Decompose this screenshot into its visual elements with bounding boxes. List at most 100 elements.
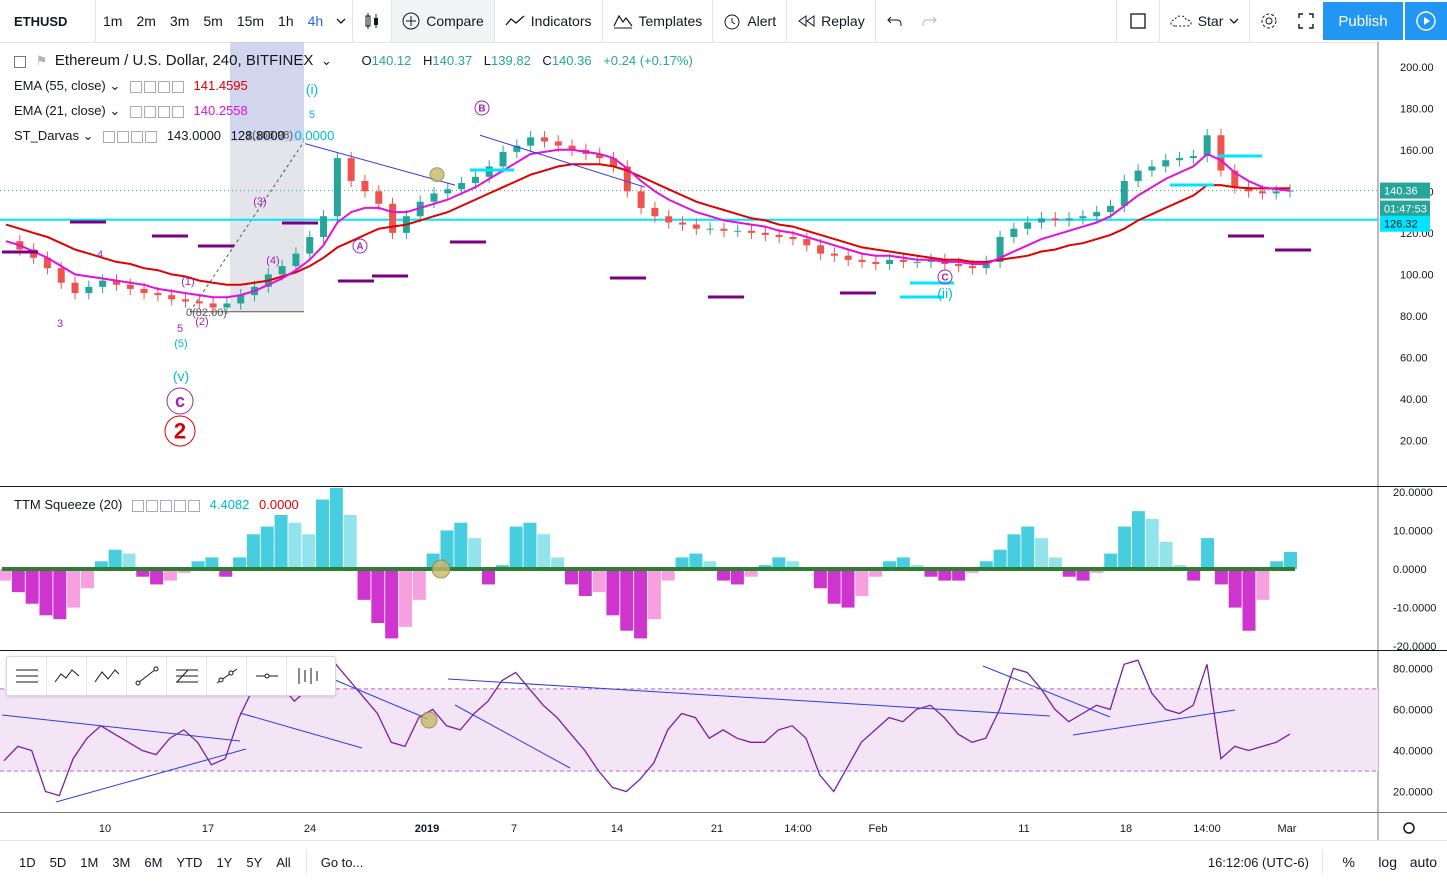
- range-5y[interactable]: 5Y: [246, 854, 263, 870]
- ttm-bar: [25, 569, 39, 604]
- ttm-bar: [827, 569, 841, 604]
- elliott-impulse-tool[interactable]: [47, 657, 87, 695]
- candle-body: [278, 266, 286, 275]
- ttm-bar: [1076, 569, 1090, 581]
- replay-button[interactable]: Replay: [787, 0, 875, 42]
- ttm-bar: [1201, 538, 1215, 569]
- last-price-badge: 140.36: [1384, 186, 1418, 198]
- timeframe-dropdown[interactable]: [330, 0, 352, 42]
- clock-display[interactable]: 16:12:06 (UTC-6): [1207, 854, 1309, 870]
- price-tick-label: 160.00: [1400, 145, 1434, 157]
- candle-body: [1162, 160, 1170, 167]
- star-button[interactable]: Star: [1160, 0, 1250, 42]
- settings-button[interactable]: [1250, 0, 1288, 42]
- candle-body: [830, 253, 838, 256]
- candle-body: [1024, 222, 1032, 229]
- ema55-value: 141.4595: [193, 78, 248, 93]
- ttm-value-b: 0.0000: [259, 497, 299, 512]
- range-6m[interactable]: 6M: [144, 854, 163, 870]
- range-1y[interactable]: 1Y: [216, 854, 233, 870]
- chevron-down-icon[interactable]: ⌄: [82, 128, 94, 143]
- ttm-bar: [592, 569, 606, 593]
- chevron-down-icon[interactable]: ⌄: [109, 78, 121, 93]
- collapse-icon[interactable]: [14, 55, 26, 68]
- ttm-bar: [744, 569, 758, 577]
- rsi-trendline: [447, 678, 1051, 717]
- range-3m[interactable]: 3M: [112, 854, 131, 870]
- candle-body: [181, 299, 189, 302]
- bars-pattern-tool[interactable]: [287, 657, 326, 695]
- high-value: 140.37: [432, 53, 473, 68]
- replay-label: Replay: [821, 13, 865, 29]
- range-1d[interactable]: 1D: [19, 854, 36, 870]
- timeframe-1h[interactable]: 1h: [278, 13, 294, 29]
- fullscreen-layout-button[interactable]: [1117, 0, 1159, 42]
- ttm-bar: [108, 549, 122, 569]
- trendline-tool[interactable]: [127, 657, 167, 695]
- chart-canvas[interactable]: 200.00180.00160.00140.00120.00100.0080.0…: [0, 42, 1447, 840]
- compare-button[interactable]: Compare: [392, 0, 494, 42]
- wave-label: 5: [177, 323, 183, 335]
- rsi-band: [0, 688, 1378, 771]
- candle-body: [1134, 170, 1142, 181]
- goto-button[interactable]: Go to...: [320, 854, 364, 870]
- price-axis-bg: [1378, 42, 1447, 840]
- chevron-down-icon[interactable]: ⌄: [109, 103, 121, 118]
- level-badge-bg: [1380, 215, 1430, 232]
- indicators-button[interactable]: Indicators: [495, 0, 602, 42]
- publish-button[interactable]: Publish: [1323, 2, 1403, 40]
- symbol-label: ETHUSD: [14, 13, 68, 29]
- candle-body: [320, 216, 328, 238]
- elliott-abc-tool[interactable]: [87, 657, 127, 695]
- ttm-bar: [1214, 569, 1228, 585]
- chevron-down-icon: [336, 18, 346, 24]
- alert-button[interactable]: Alert: [713, 0, 786, 42]
- range-all[interactable]: All: [276, 854, 291, 870]
- undo-button[interactable]: [876, 0, 912, 42]
- time-tick-label: Mar: [1278, 823, 1297, 835]
- drag-handle[interactable]: [7, 657, 47, 695]
- trendline: [479, 134, 646, 188]
- horizontal-line-tool[interactable]: [247, 657, 287, 695]
- timeframe-2m[interactable]: 2m: [136, 13, 156, 29]
- rewind-icon: [798, 15, 815, 27]
- ray-tool[interactable]: [207, 657, 247, 695]
- ttm-bar: [661, 569, 675, 581]
- timeframe-4h[interactable]: 4h: [307, 13, 324, 29]
- ema55-legend: EMA (55, close) ⌄ 141.4595: [14, 78, 248, 94]
- auto-toggle[interactable]: auto: [1409, 854, 1437, 870]
- ttm-bar: [993, 549, 1007, 569]
- timeframe-1m[interactable]: 1m: [103, 13, 123, 29]
- play-button[interactable]: [1405, 2, 1447, 40]
- candle-body: [513, 145, 521, 152]
- undo-icon: [886, 16, 902, 26]
- wave-label: 4: [97, 249, 103, 261]
- ttm-bar: [537, 534, 551, 569]
- chart-type-button[interactable]: [353, 0, 391, 42]
- percent-toggle[interactable]: %: [1342, 854, 1355, 870]
- candles-icon: [365, 13, 379, 29]
- log-toggle[interactable]: log: [1378, 854, 1397, 870]
- candle-body: [720, 228, 728, 231]
- range-1m[interactable]: 1M: [80, 854, 99, 870]
- ttm-bar: [578, 569, 592, 596]
- chevron-down-icon[interactable]: ⌄: [320, 53, 332, 68]
- countdown-badge-bg: [1380, 200, 1430, 217]
- rsi-tick-label: 80.0000: [1393, 663, 1433, 675]
- range-ytd[interactable]: YTD: [176, 854, 203, 870]
- ttm-bar: [717, 569, 731, 581]
- timeframe-3m[interactable]: 3m: [169, 13, 190, 29]
- fullscreen-button[interactable]: [1288, 0, 1324, 42]
- wave-abc-icon: [94, 669, 119, 683]
- redo-button[interactable]: [912, 0, 948, 42]
- timeframe-5m[interactable]: 5m: [203, 13, 223, 29]
- candle-body: [416, 201, 424, 217]
- timeframe-15m[interactable]: 15m: [236, 13, 265, 29]
- range-5d[interactable]: 5D: [49, 854, 67, 870]
- fib-tool[interactable]: [167, 657, 207, 695]
- symbol-search[interactable]: ETHUSD: [0, 0, 96, 42]
- change-value: +0.24 (+0.17%): [603, 53, 693, 68]
- templates-button[interactable]: Templates: [603, 0, 713, 42]
- candle-body: [623, 166, 631, 192]
- candle-body: [1107, 205, 1115, 213]
